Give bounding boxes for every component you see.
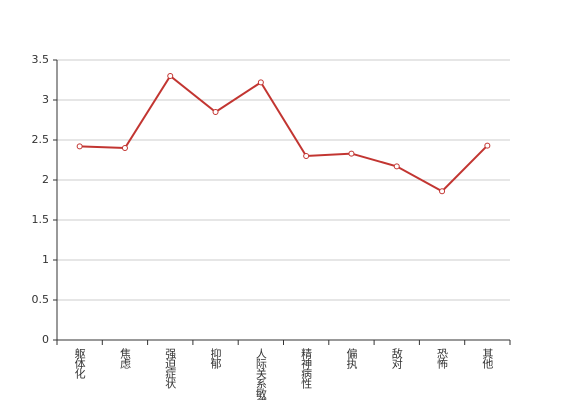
x-tick-label: 精神病性 [300, 348, 313, 390]
point [167, 73, 174, 79]
x-tick-label: 敌对 [390, 347, 403, 369]
x-tick-label: 强迫症状 [164, 348, 177, 389]
x-tick-label: 恐怖 [436, 348, 449, 369]
x-tick-label: 焦虑 [118, 348, 131, 369]
point [484, 142, 491, 149]
x-tick-label: 抑郁 [209, 347, 222, 369]
x-tick-label: 躯体化 [73, 348, 86, 380]
y-tick-label: 3 [42, 93, 49, 106]
point [212, 109, 219, 115]
y-tick-label: 1 [42, 253, 49, 266]
x-tick-label: 偏执 [345, 347, 358, 370]
x-tick-label: 其他 [481, 348, 494, 369]
point [76, 143, 83, 150]
y-tick-label: 3.5 [32, 53, 50, 66]
point [257, 79, 264, 86]
x-tick-label: 人际关系敏感 [254, 348, 267, 400]
y-tick-label: 1.5 [32, 213, 50, 226]
point [393, 163, 400, 170]
point [348, 150, 355, 157]
point [439, 188, 446, 195]
line [79, 74, 489, 193]
y-tick-label: 0.5 [32, 293, 50, 306]
point [121, 145, 128, 151]
y-tick-label: 2.5 [32, 133, 50, 146]
point [303, 153, 310, 159]
y-tick-label: 2 [42, 173, 49, 186]
y-tick-label: 0 [42, 333, 49, 346]
